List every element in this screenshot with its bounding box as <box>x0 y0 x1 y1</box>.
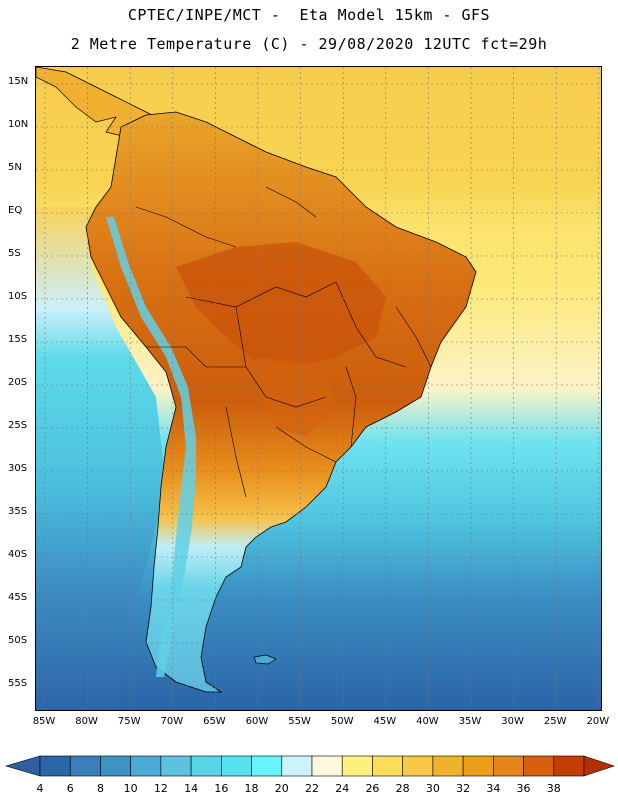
colorbar-tick-label: 14 <box>184 782 199 795</box>
latitude-tick-label: 10S <box>8 291 28 302</box>
latitude-tick-label: 20S <box>8 377 28 388</box>
colorbar-under-arrow <box>4 755 41 777</box>
central-brazil-hot-core <box>256 357 336 437</box>
colorbar-segment <box>251 755 283 777</box>
colorbar-tick-label: 16 <box>214 782 229 795</box>
longitude-tick-label: 30W <box>501 716 524 727</box>
map-subtitle: 2 Metre Temperature (C) - 29/08/2020 12U… <box>70 35 548 53</box>
longitude-tick-label: 60W <box>245 716 269 727</box>
colorbar-segment <box>130 755 162 777</box>
latitude-tick-label: 30S <box>8 463 28 474</box>
colorbar-segment <box>221 755 252 777</box>
latitude-tick-label: 35S <box>8 506 28 517</box>
colorbar-segment <box>341 755 373 777</box>
latitude-tick-label: 50S <box>8 635 28 646</box>
colorbar-segment <box>190 755 222 777</box>
colorbar-tick-label: 6 <box>66 782 74 795</box>
colorbar-segment <box>372 755 403 777</box>
colorbar-segment <box>402 755 434 777</box>
colorbar-segment <box>281 755 313 777</box>
amazon-hot-core <box>176 242 386 367</box>
colorbar-tick-label: 34 <box>486 782 501 795</box>
latitude-tick-label: 40S <box>8 549 28 560</box>
longitude-tick-label: 70W <box>160 716 184 727</box>
colorbar-segment <box>100 755 131 777</box>
colorbar-tick-label: 4 <box>36 782 44 795</box>
map-canvas <box>36 67 601 710</box>
colorbar-over-arrow <box>583 755 615 777</box>
latitude-tick-label: 25S <box>8 420 28 431</box>
latitude-tick-label: 45S <box>8 592 28 603</box>
longitude-tick-label: 35W <box>458 716 482 727</box>
colorbar-tick-label: 20 <box>274 782 289 795</box>
map-title: CPTEC/INPE/MCT - Eta Model 15km - GFS <box>127 6 491 24</box>
latitude-tick-label: 15N <box>8 76 29 87</box>
latitude-tick-label: EQ <box>8 205 23 216</box>
colorbar-tick-label: 10 <box>123 782 138 795</box>
colorbar-tick-label: 32 <box>456 782 471 795</box>
colorbar-segment <box>493 755 524 777</box>
longitude-tick-label: 50W <box>330 716 354 727</box>
longitude-tick-label: 65W <box>203 716 226 727</box>
falkland-islands <box>253 654 277 665</box>
pacific-ocean <box>36 207 166 710</box>
colorbar-tick-label: 38 <box>546 782 561 795</box>
longitude-tick-label: 25W <box>543 716 567 727</box>
colorbar-tick-label: 24 <box>335 782 350 795</box>
colorbar-tick-label: 30 <box>425 782 440 795</box>
colorbar-segment <box>311 755 343 777</box>
longitude-tick-label: 20W <box>586 716 610 727</box>
latitude-tick-label: 55S <box>8 678 28 689</box>
colorbar-tick-label: 22 <box>305 782 319 795</box>
colorbar-tick-label: 18 <box>244 782 259 795</box>
andes-cold-ridge <box>106 217 196 677</box>
longitude-tick-label: 75W <box>117 716 141 727</box>
temperature-map[interactable] <box>35 66 602 711</box>
colorbar-tick-label: 8 <box>96 782 104 795</box>
latitude-tick-label: 5S <box>8 248 21 259</box>
longitude-tick-label: 40W <box>416 716 439 727</box>
latitude-tick-label: 5N <box>8 162 22 173</box>
colorbar-tick-label: 36 <box>516 782 531 795</box>
colorbar-segment <box>39 755 71 777</box>
latitude-tick-label: 10N <box>8 119 29 130</box>
colorbar-segment <box>69 755 101 777</box>
colorbar-tick-label: 12 <box>153 782 168 795</box>
longitude-tick-label: 45W <box>373 716 397 727</box>
longitude-tick-label: 80W <box>75 716 98 727</box>
longitude-tick-label: 55W <box>288 716 311 727</box>
colorbar-segment <box>462 755 494 777</box>
colorbar <box>4 755 615 777</box>
latitude-tick-label: 15S <box>8 334 28 345</box>
longitude-tick-label: 85W <box>32 716 56 727</box>
colorbar-segment <box>432 755 464 777</box>
colorbar-segment <box>523 755 555 777</box>
colorbar-tick-label: 28 <box>395 782 410 795</box>
colorbar-segment <box>553 755 585 777</box>
colorbar-tick-label: 26 <box>365 782 380 795</box>
colorbar-segment <box>160 755 192 777</box>
